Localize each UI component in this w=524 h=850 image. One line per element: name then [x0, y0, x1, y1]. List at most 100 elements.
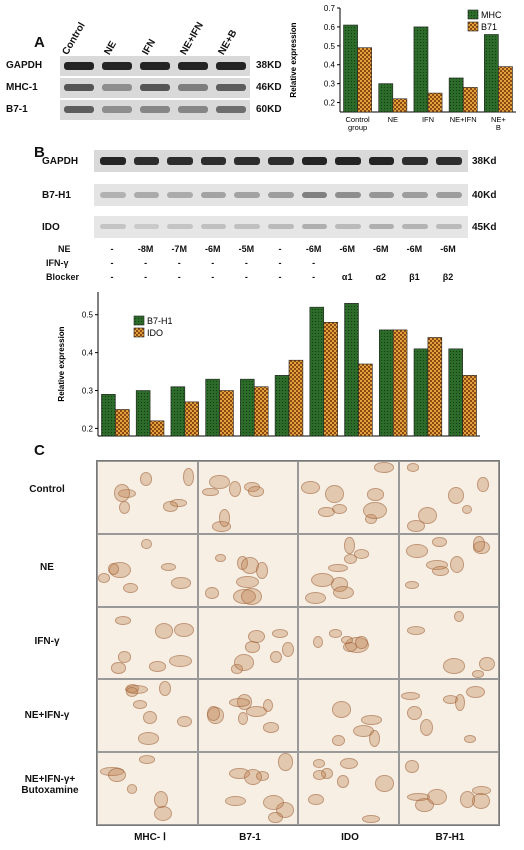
- b71-band: [64, 106, 94, 113]
- ido-band: [268, 224, 294, 229]
- y-tick-label: 0.2: [324, 99, 336, 108]
- bar-ido: [219, 390, 234, 437]
- b7h1-band: [368, 192, 395, 198]
- stained-cell: [461, 504, 473, 515]
- treatment-blocker-cell: α1: [341, 272, 353, 282]
- bar-b71: [498, 66, 513, 113]
- bar-b7-h1: [205, 378, 220, 437]
- bar-b7-h1: [448, 348, 463, 437]
- stained-cell: [173, 623, 194, 638]
- row-label-ne: NE: [40, 562, 54, 573]
- stained-cell: [138, 755, 156, 764]
- gapdh-b-band: [100, 157, 126, 165]
- legend-label: B7-H1: [147, 316, 173, 326]
- stained-cell: [447, 487, 465, 505]
- treatment-ne-cell: -7M: [171, 244, 187, 254]
- stained-cell: [353, 548, 370, 559]
- blot-label-ido: IDO: [42, 222, 60, 233]
- y-axis-label: Relative expression: [57, 326, 66, 401]
- stained-cell: [466, 685, 486, 698]
- kd-gapdh-b: 38Kd: [472, 156, 497, 167]
- stained-cell: [333, 585, 355, 599]
- lane-label-ne-b: NE+B: [216, 28, 240, 57]
- treatment-ne-cell: -6M: [440, 244, 456, 254]
- ido-band: [133, 224, 160, 229]
- stained-cell: [159, 681, 172, 696]
- stained-cell: [115, 615, 132, 625]
- stained-cell: [118, 500, 130, 514]
- bar-ido: [427, 337, 443, 437]
- stained-cell: [268, 811, 283, 824]
- bar-ido: [392, 329, 408, 437]
- stained-cell: [375, 775, 394, 792]
- stained-cell: [406, 519, 425, 533]
- stained-cell: [304, 591, 327, 604]
- lane-label-ifn: IFN: [140, 37, 159, 57]
- legend-label: MHC: [481, 10, 502, 20]
- stained-cell: [459, 791, 476, 809]
- stained-cell: [107, 767, 126, 782]
- b7h1-band: [436, 192, 462, 198]
- stained-cell: [355, 635, 369, 650]
- stained-cell: [328, 629, 343, 638]
- ido-band: [234, 224, 260, 229]
- stained-cell: [454, 693, 465, 712]
- stained-cell: [247, 486, 265, 497]
- kd-ido: 45Kd: [472, 222, 497, 233]
- stained-cell: [219, 509, 231, 527]
- bar-ido: [115, 409, 130, 437]
- kd-b7h1: 40Kd: [472, 190, 497, 201]
- treatment-label-ne: NE: [58, 244, 71, 254]
- stained-cell: [170, 577, 192, 589]
- stained-cell: [363, 502, 388, 520]
- gapdh-b-band: [301, 157, 328, 165]
- mhc1-band: [178, 84, 208, 91]
- treatment-ne-cell: -6M: [406, 244, 423, 254]
- b7h1-band: [402, 192, 428, 198]
- gapdh-b-band: [402, 157, 428, 165]
- stained-cell: [400, 691, 421, 700]
- b71-band: [140, 106, 170, 113]
- micrograph-cell: [97, 679, 198, 753]
- mhc1-band: [140, 84, 170, 91]
- x-tick-label: IFN: [422, 115, 434, 124]
- legend-swatch: [133, 315, 145, 326]
- y-tick-label: 0.5: [324, 42, 336, 51]
- stained-cell: [160, 563, 177, 572]
- bar-mhc: [484, 34, 499, 113]
- micrograph-cell: [398, 752, 499, 825]
- ido-band: [167, 224, 193, 229]
- treatment-ifn-cell: -: [110, 258, 114, 268]
- stained-cell: [255, 561, 268, 579]
- treatment-blocker-cell: β2: [442, 272, 454, 282]
- stained-cell: [246, 706, 268, 717]
- stained-cell: [331, 734, 346, 746]
- row-label-ne-ifn: NE+IFN-γ: [24, 710, 70, 721]
- micrograph-cell: [298, 606, 399, 680]
- legend-label: B71: [481, 22, 497, 32]
- micrograph-cell: [97, 752, 198, 825]
- stained-cell: [214, 553, 226, 563]
- ido-band: [368, 224, 395, 229]
- stained-cell: [245, 641, 260, 653]
- stained-cell: [443, 658, 466, 674]
- col-label-b71: B7-1: [239, 832, 261, 843]
- stained-cell: [373, 462, 395, 474]
- stained-cell: [126, 687, 139, 697]
- treatment-blocker-cell: β1: [409, 272, 420, 282]
- treatment-blocker-cell: -: [278, 272, 282, 282]
- stained-cell: [339, 757, 359, 770]
- stained-cell: [300, 480, 320, 495]
- bar-b71: [462, 87, 478, 113]
- treatment-blocker-cell: -: [211, 272, 215, 282]
- bar-b7-h1: [344, 303, 359, 437]
- treatment-ne-cell: -6M: [205, 244, 221, 254]
- stained-cell: [209, 474, 230, 490]
- y-axis-label: Relative expression: [289, 22, 298, 97]
- stained-cell: [360, 715, 382, 726]
- stained-cell: [449, 556, 465, 574]
- treatment-blocker-cell: -: [144, 272, 148, 282]
- blot-strip-ido: [94, 216, 468, 238]
- bar-b7-h1: [309, 306, 325, 437]
- gapdh-a-band: [178, 62, 208, 70]
